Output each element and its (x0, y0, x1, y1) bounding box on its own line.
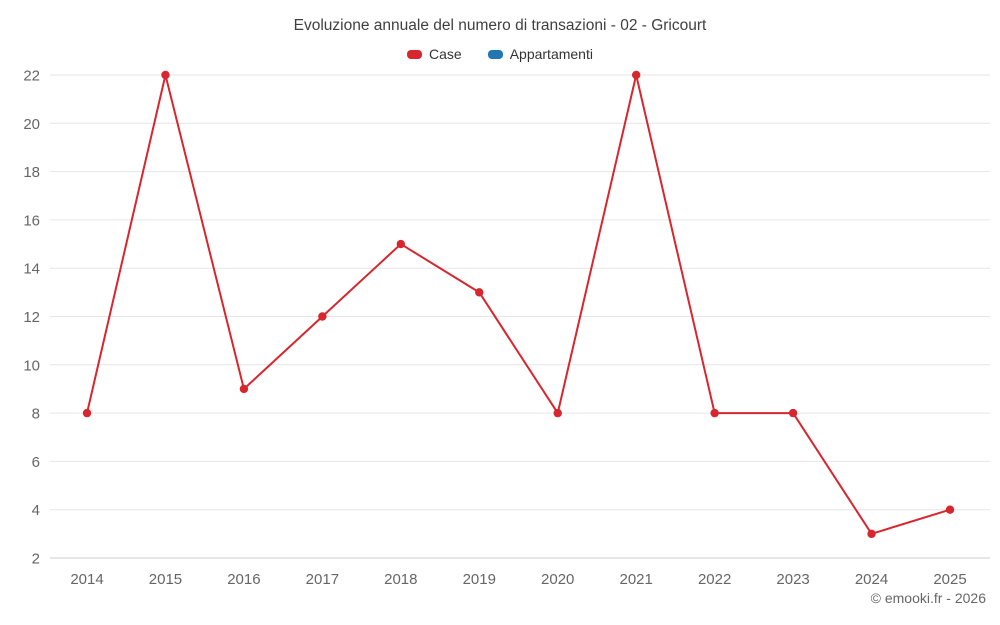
legend-item-case[interactable]: Case (407, 46, 462, 62)
y-axis-tick-label: 14 (23, 261, 40, 278)
legend-marker-appartamenti (487, 49, 503, 59)
y-axis-tick-label: 12 (23, 309, 40, 326)
y-axis-tick-label: 16 (23, 212, 40, 229)
legend-marker-case (407, 49, 423, 59)
y-axis-tick-label: 18 (23, 164, 40, 181)
y-axis-tick-label: 6 (32, 454, 40, 471)
x-axis-tick-label: 2024 (855, 571, 888, 588)
x-axis-tick-label: 2014 (70, 571, 103, 588)
legend-label-appartamenti: Appartamenti (509, 46, 593, 62)
data-point-case (82, 408, 92, 418)
data-point-case (788, 408, 798, 418)
y-axis-tick-label: 4 (32, 502, 40, 519)
data-point-case (631, 70, 641, 80)
data-point-case (475, 288, 484, 297)
data-point-case (945, 505, 955, 514)
x-axis-tick-label: 2023 (776, 571, 809, 588)
chart-legend: Case Appartamenti (0, 46, 1000, 62)
data-point-case (161, 70, 170, 80)
y-axis-tick-label: 22 (23, 68, 40, 85)
legend-label-case: Case (429, 46, 462, 62)
x-axis-tick-label: 2021 (619, 571, 652, 588)
x-axis-tick-label: 2017 (306, 571, 339, 588)
chart-credits: © emooki.fr - 2026 (870, 590, 986, 606)
legend-item-appartamenti[interactable]: Appartamenti (487, 46, 593, 62)
x-axis-tick-label: 2022 (698, 571, 731, 588)
x-axis-tick-label: 2018 (384, 571, 417, 588)
data-point-case (710, 408, 719, 418)
y-axis-tick-label: 2 (32, 551, 40, 568)
chart-title: Evoluzione annuale del numero di transaz… (293, 17, 707, 34)
y-axis-tick-label: 10 (23, 357, 40, 374)
y-axis-tick-label: 20 (23, 116, 40, 133)
x-axis-tick-label: 2020 (541, 571, 574, 588)
x-axis-tick-label: 2016 (227, 571, 260, 588)
data-point-case (239, 384, 249, 394)
data-point-case (396, 239, 406, 249)
x-axis-tick-label: 2015 (149, 571, 182, 588)
data-point-case (318, 312, 327, 321)
data-point-case (553, 408, 562, 418)
data-point-case (867, 529, 876, 539)
series-line-case (86, 74, 951, 535)
x-axis-tick-label: 2025 (933, 571, 966, 588)
x-axis-tick-label: 2019 (463, 571, 496, 588)
y-axis-tick-label: 8 (32, 406, 40, 423)
